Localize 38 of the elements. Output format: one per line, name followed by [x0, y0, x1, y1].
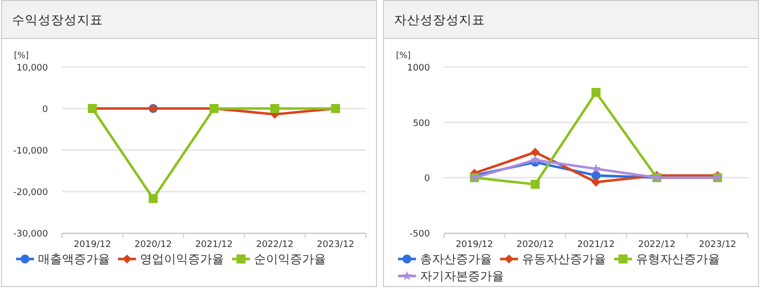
x-tick-label: 2021/12 — [577, 240, 615, 250]
y-tick-label: 1000 — [407, 64, 430, 74]
y-tick-label: 0 — [424, 174, 430, 184]
legend-label: 총자산증가율 — [420, 252, 492, 266]
point — [591, 164, 601, 173]
y-tick-label: 500 — [412, 118, 430, 129]
point — [530, 148, 540, 157]
point — [148, 194, 158, 204]
chart-title: 수익성장성지표 — [12, 12, 103, 27]
legend-label: 유형자산증가율 — [636, 252, 720, 266]
y-tick-label: -10,000 — [13, 146, 48, 156]
x-tick-label: 2022/12 — [256, 240, 294, 250]
point — [270, 104, 280, 113]
y-tick-label: -30,000 — [13, 230, 48, 240]
point — [592, 88, 600, 97]
y-tick-label: -500 — [410, 230, 430, 240]
legend-label: 유동자산증가율 — [522, 252, 606, 266]
legend-label: 영업이익증가율 — [140, 252, 224, 266]
y-tick-label: -20,000 — [13, 188, 48, 198]
x-tick-label: 2021/12 — [195, 240, 233, 250]
chart-title: 자산성장성지표 — [394, 12, 485, 27]
x-tick-label: 2023/12 — [698, 240, 736, 250]
legend-label: 매출액증가율 — [38, 252, 110, 266]
y-tick-label: 10,000 — [16, 64, 48, 74]
x-tick-label: 2019/12 — [74, 240, 112, 250]
point — [530, 154, 540, 164]
y-axis-title: [%] — [396, 51, 411, 61]
x-tick-label: 2019/12 — [456, 240, 494, 250]
point — [530, 180, 540, 189]
y-tick-label: 0 — [42, 105, 48, 115]
x-tick-label: 2022/12 — [638, 240, 676, 250]
legend-label: 자기자본증가율 — [420, 269, 504, 283]
x-tick-label: 2020/12 — [134, 240, 172, 250]
x-tick-label: 2023/12 — [316, 240, 354, 250]
x-tick-label: 2020/12 — [516, 240, 554, 250]
point — [592, 178, 600, 187]
legend-label: 순이익증가율 — [254, 252, 326, 266]
y-axis-title: [%] — [14, 51, 29, 61]
